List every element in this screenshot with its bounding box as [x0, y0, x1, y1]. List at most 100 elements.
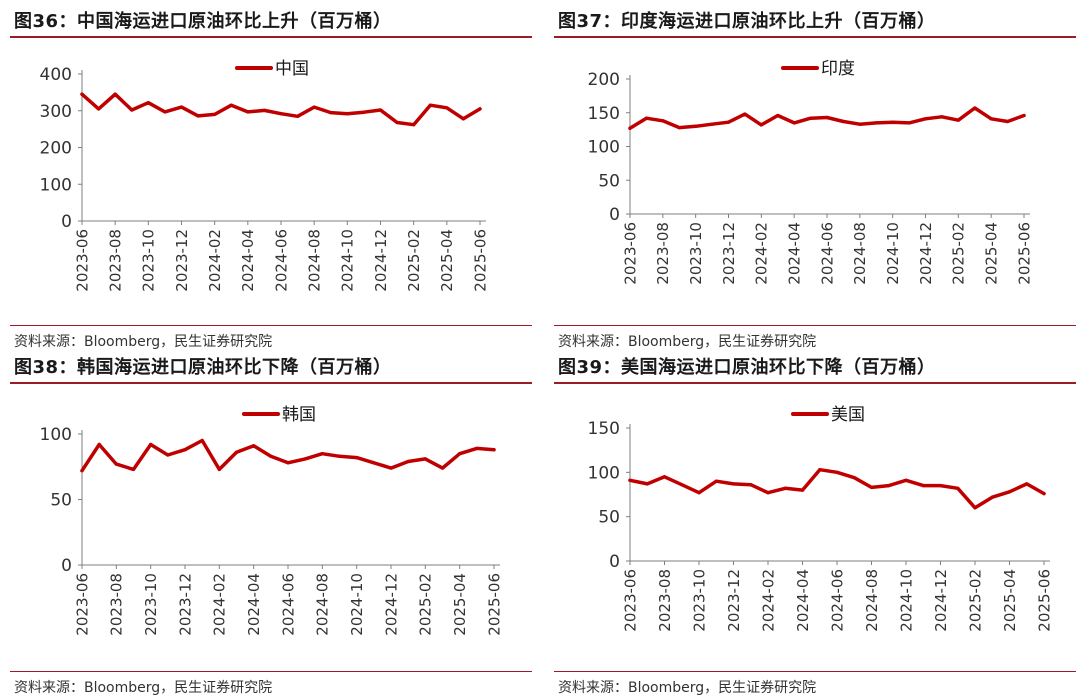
- data-point: [179, 105, 184, 109]
- x-tick-label: 2025-04: [451, 573, 469, 636]
- chart-source: 资料来源：Bloomberg，民生证券研究院: [558, 680, 817, 696]
- y-tick-label: 100: [40, 175, 72, 195]
- data-point: [423, 457, 427, 461]
- data-point: [406, 459, 410, 464]
- data-point: [938, 484, 943, 488]
- x-tick-label: 2024-10: [897, 569, 915, 632]
- data-point: [923, 117, 928, 121]
- x-tick-label: 2023-10: [687, 222, 705, 285]
- data-point: [114, 462, 118, 466]
- data-point: [149, 442, 153, 447]
- data-point: [252, 444, 256, 448]
- data-point: [166, 453, 170, 457]
- data-point: [337, 454, 342, 458]
- x-tick-label: 2023-10: [140, 229, 158, 292]
- source-divider: [10, 325, 532, 326]
- data-point: [921, 484, 925, 488]
- data-point: [97, 442, 101, 447]
- x-tick-label: 2025-06: [1035, 569, 1053, 632]
- chart-source: 资料来源：Bloomberg，民生证券研究院: [14, 680, 273, 696]
- x-tick-label: 2023-12: [720, 222, 738, 285]
- data-point: [835, 470, 839, 474]
- data-point: [990, 495, 994, 499]
- data-point: [130, 108, 134, 112]
- x-tick-label: 2024-06: [272, 229, 290, 292]
- legend-label: 韩国: [282, 405, 316, 425]
- data-point: [458, 452, 462, 456]
- x-tick-label: 2023-06: [73, 573, 91, 636]
- y-tick-label: 0: [61, 212, 72, 232]
- data-point: [841, 119, 846, 124]
- y-tick-label: 0: [61, 556, 72, 576]
- data-point: [680, 483, 684, 487]
- x-tick-label: 2024-06: [828, 569, 846, 632]
- data-point: [96, 107, 101, 111]
- data-point: [759, 123, 763, 127]
- data-point: [113, 92, 117, 96]
- data-point: [1022, 113, 1026, 118]
- x-tick-label: 2024-12: [932, 569, 950, 632]
- data-point: [783, 486, 787, 490]
- y-tick-label: 100: [588, 138, 620, 158]
- x-tick-label: 2024-08: [314, 573, 332, 636]
- data-point: [355, 455, 359, 460]
- data-point: [378, 108, 383, 112]
- y-tick-label: 300: [40, 102, 72, 122]
- y-tick-label: 50: [598, 508, 620, 528]
- data-point: [131, 467, 136, 471]
- series-line: [80, 438, 496, 473]
- data-point: [956, 486, 960, 490]
- x-tick-label: 2024-12: [372, 229, 390, 292]
- y-tick-label: 200: [588, 70, 620, 90]
- data-point: [766, 491, 770, 495]
- data-point: [792, 121, 796, 125]
- x-tick-label: 2024-10: [339, 229, 357, 292]
- data-point: [246, 110, 250, 114]
- chart-source: 资料来源：Bloomberg，民生证券研究院: [14, 334, 273, 350]
- source-divider: [10, 671, 532, 672]
- data-point: [628, 478, 632, 482]
- x-tick-label: 2025-02: [417, 573, 435, 636]
- data-point: [234, 450, 239, 454]
- x-tick-label: 2023-06: [73, 229, 91, 292]
- data-point: [1005, 119, 1010, 124]
- data-point: [874, 121, 878, 125]
- x-tick-label: 2023-06: [621, 222, 639, 285]
- title-divider: [554, 36, 1076, 38]
- x-tick-label: 2024-08: [305, 229, 323, 292]
- data-point: [749, 483, 753, 487]
- y-tick-label: 0: [609, 205, 620, 225]
- data-point: [372, 461, 376, 465]
- data-point: [644, 116, 649, 120]
- data-point: [345, 112, 349, 116]
- x-tick-label: 2023-08: [106, 229, 124, 292]
- data-point: [697, 491, 701, 495]
- x-tick-label: 2024-02: [206, 229, 224, 292]
- data-point: [940, 115, 944, 119]
- x-tick-label: 2025-04: [982, 222, 1000, 285]
- x-tick-label: 2023-08: [108, 573, 126, 636]
- x-tick-label: 2023-06: [621, 569, 639, 632]
- data-point: [80, 469, 84, 473]
- y-tick-label: 100: [588, 463, 620, 483]
- x-tick-label: 2024-12: [382, 573, 400, 636]
- series-line: [80, 92, 482, 127]
- data-point: [973, 506, 977, 510]
- y-tick-label: 150: [588, 419, 620, 439]
- data-point: [694, 124, 698, 128]
- data-point: [800, 488, 805, 492]
- legend-label: 中国: [275, 59, 309, 79]
- chart-plot: 0 50 100 2023-06 2023-08 2023-10 2023-12 2024-0…: [40, 405, 504, 636]
- y-tick-label: 400: [40, 65, 72, 85]
- chart-panel-korea: 图38：韩国海运进口原油环比下降（百万桶） 0 50 100 2023-06 2023-…: [10, 346, 532, 696]
- data-point: [295, 114, 300, 118]
- chart-title: 图36：中国海运进口原油环比上升（百万桶）: [14, 11, 392, 32]
- x-tick-label: 2024-02: [753, 222, 771, 285]
- data-point: [869, 485, 874, 490]
- data-point: [303, 457, 307, 461]
- data-point: [973, 106, 977, 110]
- y-tick-label: 200: [40, 139, 72, 159]
- x-tick-label: 2024-10: [348, 573, 366, 636]
- x-tick-label: 2023-12: [176, 573, 194, 636]
- source-divider: [554, 325, 1076, 326]
